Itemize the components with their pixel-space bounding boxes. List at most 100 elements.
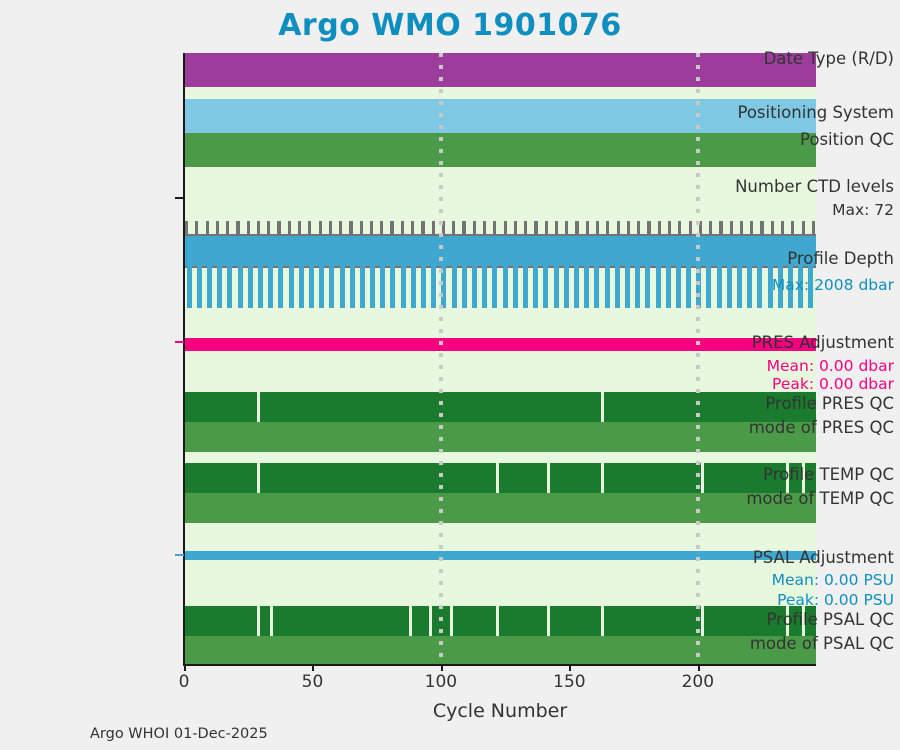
band-pres-adjustment (184, 338, 816, 351)
qc-segment-gap (495, 463, 499, 493)
band-profile-psal-qc (184, 606, 816, 636)
profile-depth-bar (461, 237, 467, 308)
profile-depth-bar (522, 237, 528, 308)
x-tick-mark (569, 664, 572, 671)
profile-depth-bar (400, 237, 406, 308)
profile-depth-bar (563, 241, 569, 308)
x-tick-mark (184, 664, 186, 671)
qc-segment-gap (601, 606, 605, 636)
row-label-profile-temp-qc: Profile TEMP QC (763, 465, 894, 484)
qc-segment-gap (257, 392, 260, 422)
qc-segment-gap (547, 463, 551, 493)
row-label-date-type: Date Type (R/D) (763, 49, 894, 68)
band-mode-of-pres-qc (184, 422, 816, 452)
profile-depth-bar (196, 241, 202, 308)
profile-depth-bar (390, 237, 396, 308)
profile-depth-bar (237, 237, 243, 308)
profile-depth-bar (431, 237, 437, 308)
profile-depth-bar (706, 237, 712, 308)
profile-depth-bar (227, 241, 233, 308)
qc-segment-gap (601, 392, 605, 422)
profile-depth-bar (298, 237, 304, 308)
band-profile-temp-qc (184, 463, 816, 493)
row-sublabel-psal-mean: Mean: 0.00 PSU (771, 571, 894, 589)
band-date-type (184, 53, 816, 87)
profile-depth-bar (308, 237, 314, 308)
row-sublabel-psal-peak: Peak: 0.00 PSU (777, 591, 894, 609)
y-axis-tick-pres (175, 341, 184, 343)
profile-depth-bar (777, 241, 783, 308)
qc-segment-gap (701, 463, 705, 493)
band-mode-of-temp-qc (184, 493, 816, 523)
profile-depth-bar (686, 241, 692, 308)
profile-depth-bar (808, 241, 814, 308)
band-position-qc (184, 133, 816, 167)
profile-depth-bar (472, 241, 478, 308)
profile-depth-bar (451, 237, 457, 308)
y-axis-tick-ctd (175, 197, 184, 199)
row-label-mode-of-temp-qc: mode of TEMP QC (746, 489, 894, 508)
row-label-number-ctd-levels: Number CTD levels (735, 177, 894, 196)
profile-depth-bar (482, 237, 488, 308)
qc-segment-gap (801, 463, 805, 493)
x-axis-title: Cycle Number (432, 700, 568, 722)
row-sublabel-pres-mean: Mean: 0.00 dbar (766, 357, 894, 375)
profile-depth-bar (624, 241, 630, 308)
plot-area (184, 53, 816, 666)
gridline-cycle-200 (695, 53, 700, 665)
profile-depth-bar (675, 237, 681, 308)
profile-depth-bar (268, 237, 274, 308)
profile-depth-bar (716, 241, 722, 308)
row-label-pres-adjustment: PRES Adjustment (751, 333, 894, 352)
row-label-profile-pres-qc: Profile PRES QC (765, 394, 894, 413)
band-positioning-system (184, 99, 816, 133)
profile-depth-bar (370, 237, 376, 308)
profile-depth-bar (278, 237, 284, 308)
profile-depth-bar (257, 241, 263, 308)
x-tick-mark (697, 664, 700, 671)
row-label-profile-depth: Profile Depth (787, 249, 894, 268)
y-axis-line (183, 53, 185, 666)
profile-depth-bar (421, 237, 427, 308)
profile-depth-bar (543, 237, 549, 308)
profile-depth-bar (737, 237, 743, 308)
x-tick-mark (312, 664, 315, 671)
profile-depth-bar (665, 237, 671, 308)
profile-depth-bar (319, 241, 325, 308)
profile-depth-bar (247, 237, 253, 308)
profile-depth-bar (635, 237, 641, 308)
profile-depth-bar (380, 241, 386, 308)
row-label-positioning-system: Positioning System (737, 103, 894, 122)
profile-depth-bar (410, 241, 416, 308)
profile-depth-bar (594, 241, 600, 308)
qc-segment-gap (408, 606, 412, 636)
row-label-mode-of-pres-qc: mode of PRES QC (748, 418, 894, 437)
band-mode-of-psal-qc (184, 636, 816, 666)
profile-depth-bar (349, 241, 355, 308)
profile-depth-bar (512, 237, 518, 308)
row-label-position-qc: Position QC (800, 130, 894, 149)
profile-depth-bar (288, 241, 294, 308)
row-label-profile-psal-qc: Profile PSAL QC (766, 610, 894, 629)
profile-depth-bar (441, 241, 447, 308)
x-tick-label: 100 (424, 672, 458, 692)
qc-segment-gap (257, 606, 260, 636)
profile-depth-bar (645, 237, 651, 308)
band-psal-adjustment (184, 551, 816, 560)
x-tick-mark (440, 664, 443, 671)
row-sublabel-depth-max: Max: 2008 dbar (771, 276, 894, 294)
row-sublabel-ctd-max: Max: 72 (832, 201, 894, 219)
qc-segment-gap (495, 606, 499, 636)
profile-depth-bar (217, 237, 223, 308)
profile-depth-bar (604, 237, 610, 308)
profile-depth-bar (553, 237, 559, 308)
qc-segment-gap (601, 463, 605, 493)
band-profile-pres-qc (184, 392, 816, 422)
x-tick-label: 50 (301, 672, 324, 692)
profile-depth-bar (757, 237, 763, 308)
profile-depth-bar (655, 241, 661, 308)
x-tick-label: 0 (178, 672, 190, 692)
footer-credit: Argo WHOI 01-Dec-2025 (90, 726, 268, 742)
qc-segment-gap (801, 606, 805, 636)
